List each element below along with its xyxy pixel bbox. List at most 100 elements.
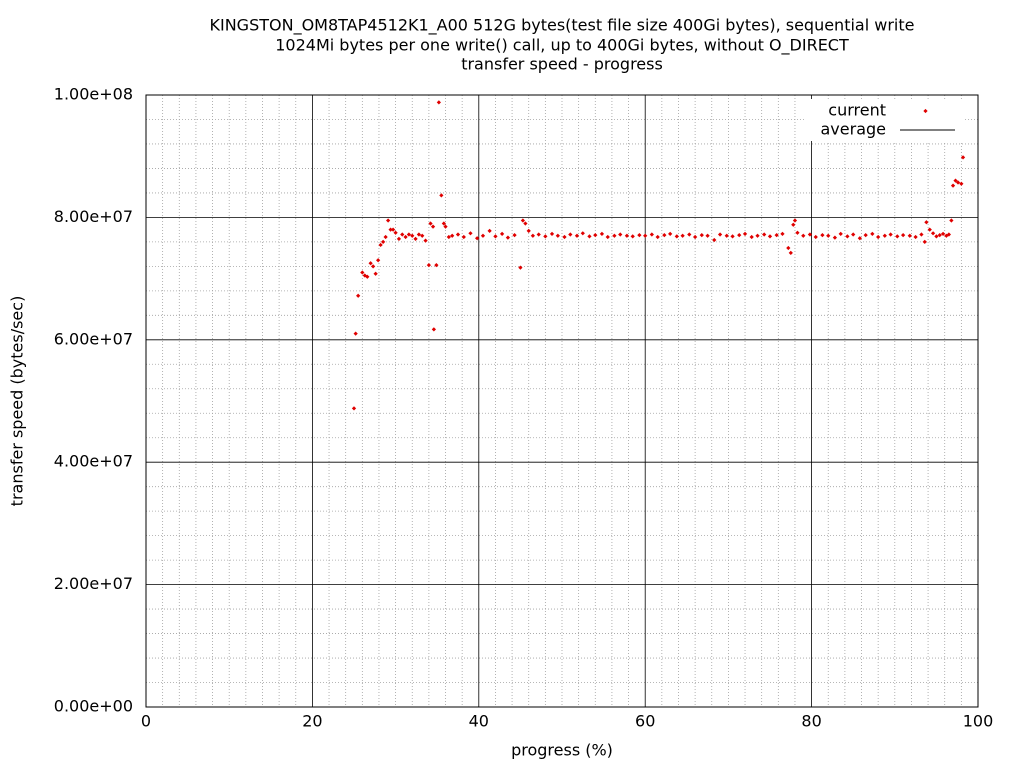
data-point	[568, 232, 573, 237]
x-tick-label: 40	[469, 712, 489, 731]
data-point	[523, 221, 528, 226]
data-point	[580, 231, 585, 236]
data-point	[749, 234, 754, 240]
data-point	[692, 234, 698, 240]
data-point	[390, 227, 396, 232]
data-point	[480, 233, 486, 238]
data-point	[699, 233, 704, 238]
data-point	[838, 231, 843, 237]
data-point	[351, 406, 357, 411]
data-point	[360, 270, 365, 275]
data-point	[487, 228, 492, 233]
data-point	[423, 238, 428, 243]
data-point	[807, 232, 813, 237]
data-point	[900, 233, 906, 238]
data-point	[924, 220, 929, 225]
data-point	[431, 327, 436, 332]
data-point	[403, 234, 408, 240]
data-point	[505, 235, 511, 240]
data-point	[913, 234, 918, 240]
data-point	[755, 233, 760, 238]
data-point	[876, 234, 881, 240]
data-point	[649, 232, 654, 237]
data-point	[376, 258, 381, 263]
data-point	[426, 263, 432, 268]
data-point	[895, 234, 900, 239]
data-point	[475, 236, 480, 241]
data-point	[587, 234, 592, 239]
data-point	[882, 233, 887, 238]
data-point	[396, 236, 402, 241]
data-point	[555, 233, 560, 238]
data-point	[668, 231, 673, 237]
data-point	[953, 178, 958, 183]
data-point	[461, 234, 466, 240]
data-point	[612, 233, 617, 238]
data-point	[955, 180, 961, 185]
data-point	[927, 227, 932, 232]
data-point	[845, 234, 850, 239]
data-point	[373, 271, 378, 276]
chart-subtitle: transfer speed - progress	[461, 55, 663, 74]
data-point	[680, 233, 685, 238]
data-point	[791, 222, 796, 227]
data-point	[618, 232, 623, 237]
x-tick-label: 100	[963, 712, 994, 731]
data-point	[428, 221, 433, 226]
data-point	[786, 245, 791, 251]
data-point	[662, 233, 667, 238]
data-point	[512, 233, 517, 238]
data-point	[937, 233, 942, 238]
data-point	[922, 239, 927, 245]
data-point	[919, 232, 924, 237]
data-point	[434, 263, 439, 268]
data-point	[624, 233, 630, 238]
data-point	[705, 233, 710, 238]
y-tick-label: 1.00e+08	[54, 85, 133, 104]
data-point	[380, 239, 386, 245]
data-point	[930, 231, 936, 236]
data-point	[526, 228, 531, 233]
data-point	[742, 231, 748, 237]
data-point	[801, 233, 806, 238]
data-point	[499, 231, 505, 237]
data-point	[371, 264, 376, 269]
data-point	[813, 234, 818, 240]
data-point	[851, 232, 856, 237]
data-point	[857, 236, 862, 241]
data-point	[780, 231, 785, 237]
data-point	[870, 231, 875, 237]
data-point	[712, 237, 717, 243]
data-point	[441, 221, 446, 226]
legend-label: average	[821, 120, 887, 139]
data-point	[792, 218, 798, 223]
data-point	[562, 234, 567, 240]
x-axis-label: progress (%)	[511, 741, 613, 760]
data-point	[356, 293, 361, 298]
x-tick-label: 80	[801, 712, 821, 731]
data-point	[450, 233, 455, 238]
x-tick-label: 60	[635, 712, 655, 731]
legend-label: current	[828, 101, 886, 120]
data-point	[940, 231, 946, 237]
data-point	[959, 181, 964, 186]
data-point	[413, 236, 418, 241]
data-point	[888, 232, 893, 237]
data-point	[446, 234, 451, 240]
y-tick-label: 2.00e+07	[54, 574, 133, 593]
chart-subtitle: 1024Mi bytes per one write() call, up to…	[275, 36, 849, 56]
data-point	[774, 233, 779, 238]
data-point	[820, 233, 825, 238]
data-point	[737, 233, 742, 238]
data-point	[406, 232, 412, 237]
data-point	[385, 218, 391, 223]
data-point	[430, 224, 436, 229]
data-point	[368, 261, 373, 266]
data-point	[536, 232, 541, 237]
data-point	[416, 232, 422, 237]
data-point	[468, 231, 473, 236]
data-point	[795, 230, 800, 235]
y-tick-label: 6.00e+07	[54, 329, 133, 348]
data-point	[767, 234, 773, 239]
x-tick-label: 20	[302, 712, 322, 731]
